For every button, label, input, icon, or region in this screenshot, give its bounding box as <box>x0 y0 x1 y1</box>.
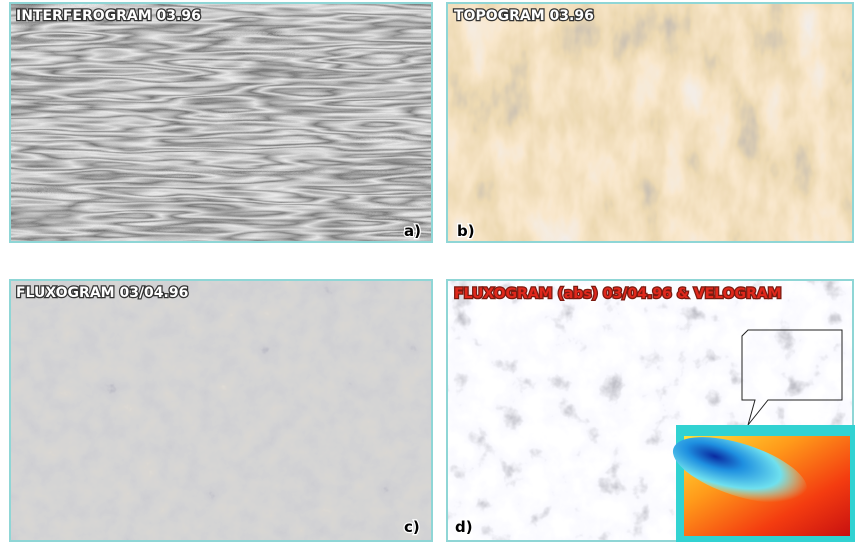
velogram-inset <box>665 424 855 542</box>
figure: INTERFEROGRAM 03.96 a) TOPOGRAM 03.96 b)… <box>0 0 857 544</box>
panel-title: INTERFEROGRAM 03.96 <box>16 8 201 24</box>
panel-label: b) <box>457 222 475 240</box>
panel-title: FLUXOGRAM (abs) 03/04.96 & VELOGRAM <box>454 286 782 302</box>
panel-d: FLUXOGRAM (abs) 03/04.96 & VELOGRAM d) <box>447 280 855 542</box>
panel-a: INTERFEROGRAM 03.96 a) <box>10 3 432 242</box>
panel-label: c) <box>404 518 420 536</box>
panel-title: FLUXOGRAM 03/04.96 <box>16 285 188 301</box>
interferogram-image <box>10 3 432 242</box>
panel-title: TOPOGRAM 03.96 <box>454 8 594 24</box>
panel-label: a) <box>404 222 421 240</box>
panel-label: d) <box>455 518 473 536</box>
panel-c: FLUXOGRAM 03/04.96 c) <box>10 280 432 541</box>
topogram-image <box>447 3 853 242</box>
panel-b: TOPOGRAM 03.96 b) <box>447 3 853 242</box>
fluxogram-image <box>10 280 432 541</box>
